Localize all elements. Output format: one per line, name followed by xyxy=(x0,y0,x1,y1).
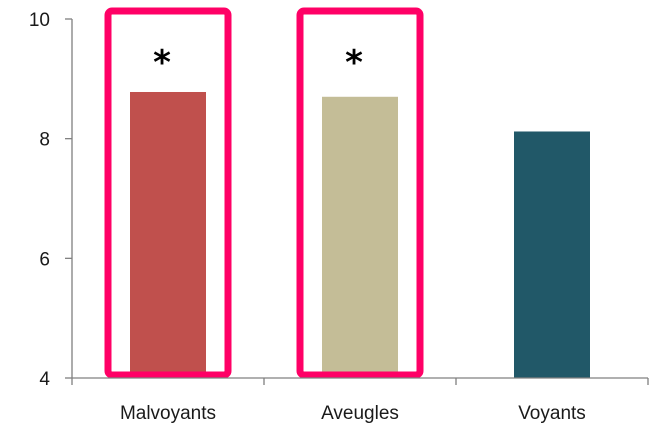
bar-voyants xyxy=(514,131,590,378)
highlight-box xyxy=(296,7,424,379)
highlight-boxes xyxy=(104,7,424,379)
y-tick-label: 8 xyxy=(39,130,50,151)
x-tick-label: Aveugles xyxy=(321,403,399,424)
bars xyxy=(130,91,590,379)
highlight-box xyxy=(104,7,232,379)
significance-asterisk: * xyxy=(153,43,171,83)
bar-malvoyants xyxy=(130,91,206,378)
y-tick-label: 4 xyxy=(39,369,50,390)
x-tick-label: Malvoyants xyxy=(120,403,216,424)
y-tick-label: 6 xyxy=(39,249,50,270)
x-axis: Malvoyants Aveugles Voyants xyxy=(71,377,649,424)
significance-annotations: * * xyxy=(153,43,363,83)
bar-aveugles xyxy=(322,96,398,379)
y-tick-label: 10 xyxy=(29,10,50,31)
significance-asterisk: * xyxy=(345,43,363,83)
x-tick-label: Voyants xyxy=(518,403,586,424)
y-axis: 4 6 8 10 xyxy=(29,10,73,390)
